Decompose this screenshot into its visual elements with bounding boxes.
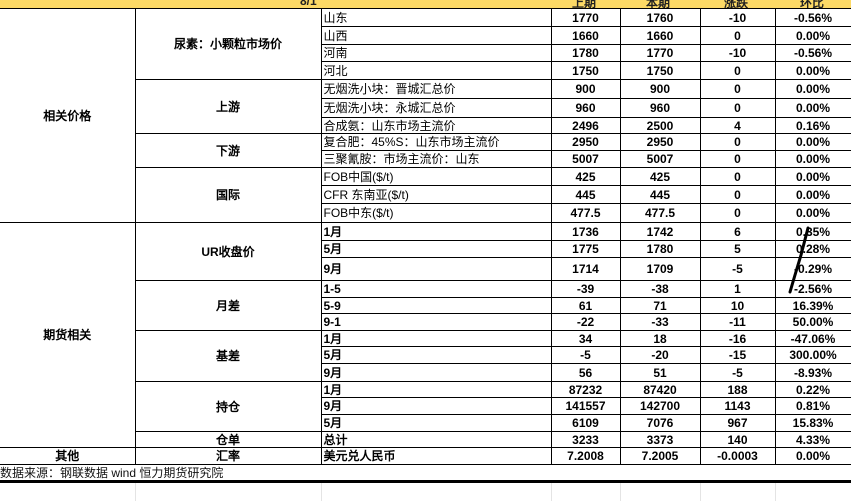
subgroup-label: UR收盘价 (135, 222, 322, 281)
prev-value: 61 (550, 297, 621, 314)
item-label: 复合肥：45%S：山东市场主流价 (320, 133, 552, 151)
pct-value: 300.00% (774, 346, 851, 364)
group-label: 期货相关 (0, 222, 136, 448)
curr-value: 477.5 (619, 203, 701, 223)
table-row: 三聚氰胺：市场主流价：山东 5007 5007 0 0.00% (0, 150, 851, 168)
pct-value: 0.35% (774, 222, 851, 241)
pct-value: -0.56% (774, 44, 851, 62)
table-row: 5月 6109 7076 967 15.83% (0, 414, 851, 432)
curr-value: 18 (619, 330, 701, 347)
pct-value: 0.00% (774, 26, 851, 45)
item-label: FOB中国($/t) (320, 167, 552, 186)
prev-value: -22 (550, 313, 621, 331)
subgroup-label: 汇率 (135, 447, 322, 465)
prev-value: 7.2008 (550, 447, 621, 465)
prev-value: 1660 (550, 26, 621, 45)
table-row: 9月 56 51 -5 -8.93% (0, 363, 851, 382)
prev-value: 1714 (550, 257, 621, 281)
subgroup-label: 持仓 (135, 381, 322, 432)
table-row: 9-1 -22 -33 -11 50.00% (0, 313, 851, 331)
curr-value: 1750 (619, 61, 701, 80)
price-table: 相关价格 尿素：小颗粒市场价 山东 1770 1760 -10 -0.56% 山西 1660 16… (0, 8, 851, 465)
empty-sheet-area (0, 480, 851, 501)
subgroup-label: 国际 (135, 167, 322, 223)
change-value: 1143 (699, 397, 776, 415)
pct-value: 4.33% (774, 431, 851, 448)
pct-value: 0.00% (774, 447, 851, 465)
item-label: 美元兑人民币 (320, 447, 552, 465)
prev-value: 2950 (550, 133, 621, 151)
curr-value: 142700 (619, 397, 701, 415)
curr-value: 2950 (619, 133, 701, 151)
prev-value: 87232 (550, 381, 621, 398)
table-row: 其他 汇率 美元兑人民币 7.2008 7.2005 -0.0003 0.00% (0, 447, 851, 465)
table-row: CFR 东南亚($/t) 445 445 0 0.00% (0, 185, 851, 204)
curr-value: 1760 (619, 8, 701, 27)
pct-value: 0.00% (774, 185, 851, 204)
subgroup-label: 基差 (135, 330, 322, 382)
table-row: 期货相关 UR收盘价 1月 1736 1742 6 0.35% (0, 222, 851, 448)
prev-value: 900 (550, 79, 621, 99)
group-label: 其他 (0, 447, 136, 465)
subgroup-label: 尿素：小颗粒市场价 (135, 8, 322, 80)
change-value: -5 (699, 257, 776, 281)
change-value: -0.0003 (699, 447, 776, 465)
pct-value: 0.00% (774, 167, 851, 186)
subgroup-label: 下游 (135, 133, 322, 168)
change-value: 967 (699, 414, 776, 432)
data-source-note: 数据来源：钢联数据 wind 恒力期货研究院 (0, 466, 224, 480)
pct-value: 0.22% (774, 381, 851, 398)
table-row: 相关价格 尿素：小颗粒市场价 山东 1770 1760 -10 -0.56% (0, 8, 851, 223)
header-curr: 本期 (646, 0, 671, 9)
prev-value: 2496 (550, 117, 621, 134)
curr-value: 3373 (619, 431, 701, 448)
table-row: 5月 1775 1780 5 0.28% (0, 240, 851, 258)
pct-value: 0.00% (774, 79, 851, 99)
prev-value: 425 (550, 167, 621, 186)
table-row: 河北 1750 1750 0 0.00% (0, 61, 851, 80)
table-row: 国际 FOB中国($/t) 425 425 0 0.00% (0, 167, 851, 223)
prev-value: 1736 (550, 222, 621, 241)
group-label: 相关价格 (0, 8, 136, 223)
header-pct: 环比 (800, 0, 825, 9)
header-prev: 上期 (572, 0, 597, 9)
curr-value: 2500 (619, 117, 701, 134)
table-row: 下游 复合肥：45%S：山东市场主流价 2950 2950 0 0.00% (0, 133, 851, 168)
table-row: 持仓 1月 87232 87420 188 0.22% (0, 381, 851, 432)
item-label: 合成氨：山东市场主流价 (320, 117, 552, 134)
table-row: 上游 无烟洗小块：晋城汇总价 900 900 0 0.00% (0, 79, 851, 134)
table-row: 5-9 61 71 10 16.39% (0, 297, 851, 314)
pct-value: 0.00% (774, 98, 851, 118)
curr-value: 1780 (619, 240, 701, 258)
curr-value: 445 (619, 185, 701, 204)
header-date: 8/1 (300, 0, 317, 8)
curr-value: -38 (619, 280, 701, 298)
table-row: 基差 1月 34 18 -16 -47.06% (0, 330, 851, 382)
header-change: 涨跌 (724, 0, 749, 9)
subgroup-label: 上游 (135, 79, 322, 134)
table-row: 5月 -5 -20 -15 300.00% (0, 346, 851, 364)
table-row: 合成氨：山东市场主流价 2496 2500 4 0.16% (0, 117, 851, 134)
curr-value: 7.2005 (619, 447, 701, 465)
